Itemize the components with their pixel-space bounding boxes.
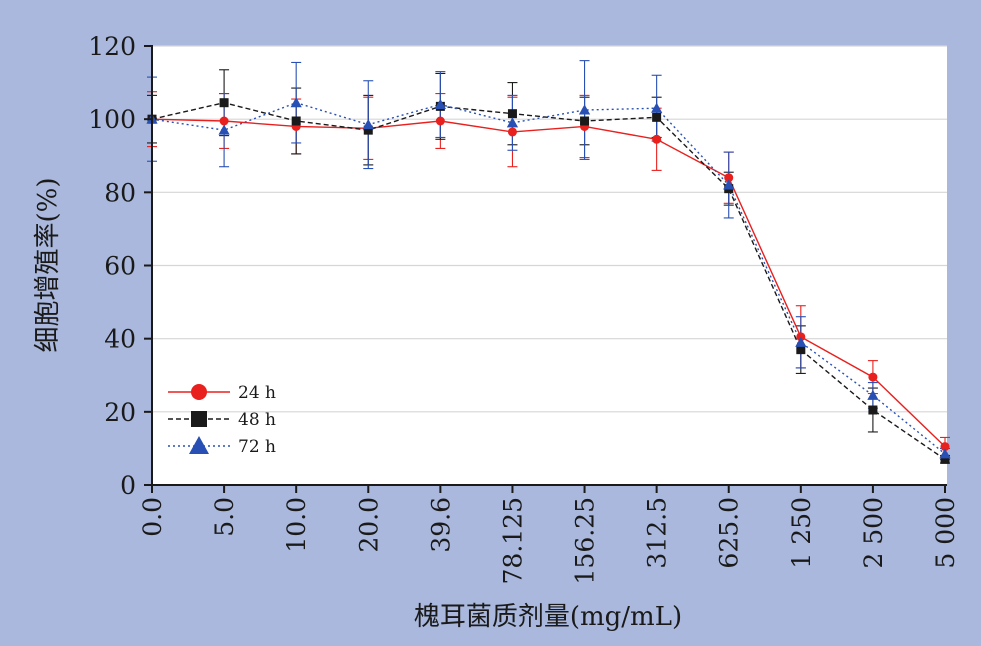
- gridlines: [152, 45, 947, 413]
- legend-label: 48 h: [238, 410, 276, 430]
- x-tick-label: 78.125: [498, 497, 527, 584]
- data-point-square: [796, 345, 806, 355]
- x-tick-label: 39.6: [426, 497, 455, 553]
- data-point-triangle: [723, 179, 735, 190]
- data-point-triangle: [578, 104, 591, 115]
- data-point-square: [191, 411, 207, 427]
- x-tick-label: 10.0: [282, 497, 311, 553]
- series-line: [151, 118, 946, 448]
- x-tick-label: 1 250: [787, 497, 816, 569]
- x-tick-label: 156.25: [571, 497, 600, 584]
- y-tick-label: 80: [104, 178, 136, 207]
- y-tick-labels: 0 20 40 60 80 100 120: [88, 32, 136, 500]
- series-line: [151, 101, 946, 455]
- data-point-square: [940, 454, 950, 464]
- y-tick-label: 120: [88, 32, 136, 61]
- data-point-triangle: [362, 119, 374, 130]
- legend-item: 72 h: [168, 436, 276, 457]
- series-lines: [151, 101, 946, 460]
- data-point-circle: [652, 134, 662, 144]
- legend-item: 48 h: [168, 410, 276, 430]
- legend-label: 24 h: [238, 383, 276, 403]
- data-point-square: [507, 109, 517, 119]
- legend: 24 h 48 h 72 h: [168, 383, 276, 457]
- x-tick-label: 312.5: [643, 497, 672, 569]
- data-point-circle: [724, 173, 734, 183]
- data-point-triangle: [189, 436, 209, 454]
- data-point-circle: [191, 384, 207, 400]
- y-tick-label: 0: [120, 471, 136, 500]
- data-point-triangle: [290, 97, 302, 108]
- data-point-triangle: [218, 124, 230, 135]
- legend-item: 24 h: [168, 383, 276, 403]
- data-point-square: [652, 112, 662, 122]
- data-point-square: [291, 116, 301, 126]
- data-point-circle: [435, 116, 445, 126]
- data-point-circle: [868, 372, 878, 382]
- y-tick-label: 60: [104, 252, 136, 281]
- x-tick-label: 0.0: [138, 497, 167, 537]
- y-axis-title: 细胞增殖率(%): [33, 178, 63, 353]
- data-point-circle: [219, 116, 229, 126]
- data-point-square: [363, 125, 373, 135]
- y-tick-label: 100: [88, 105, 136, 134]
- legend-label: 72 h: [238, 437, 276, 457]
- x-tick-label: 20.0: [354, 497, 383, 553]
- data-point-circle: [940, 442, 950, 452]
- data-point-square: [868, 405, 878, 415]
- data-point-triangle: [506, 117, 519, 128]
- x-tick-labels: 0.0 5.0 10.0 20.0 39.6 78.125 156.25 312.5 625.0…: [138, 497, 960, 584]
- y-tick-label: 20: [104, 398, 136, 427]
- x-tick-label: 625.0: [715, 497, 744, 569]
- axes: [144, 45, 947, 493]
- data-point-triangle: [867, 389, 879, 400]
- data-point-triangle: [651, 102, 663, 113]
- data-point-circle: [507, 127, 517, 137]
- y-tick-label: 40: [104, 325, 136, 354]
- data-point-square: [219, 98, 229, 108]
- x-tick-label: 2 500: [859, 497, 888, 569]
- x-tick-label: 5.0: [210, 497, 239, 537]
- data-point-triangle: [795, 336, 807, 347]
- data-point-triangle: [939, 448, 951, 459]
- data-point-square: [580, 116, 590, 126]
- data-point-triangle: [434, 98, 446, 110]
- x-tick-label: 5 000: [931, 497, 960, 569]
- x-axis-title: 槐耳菌质剂量(mg/mL): [414, 602, 682, 632]
